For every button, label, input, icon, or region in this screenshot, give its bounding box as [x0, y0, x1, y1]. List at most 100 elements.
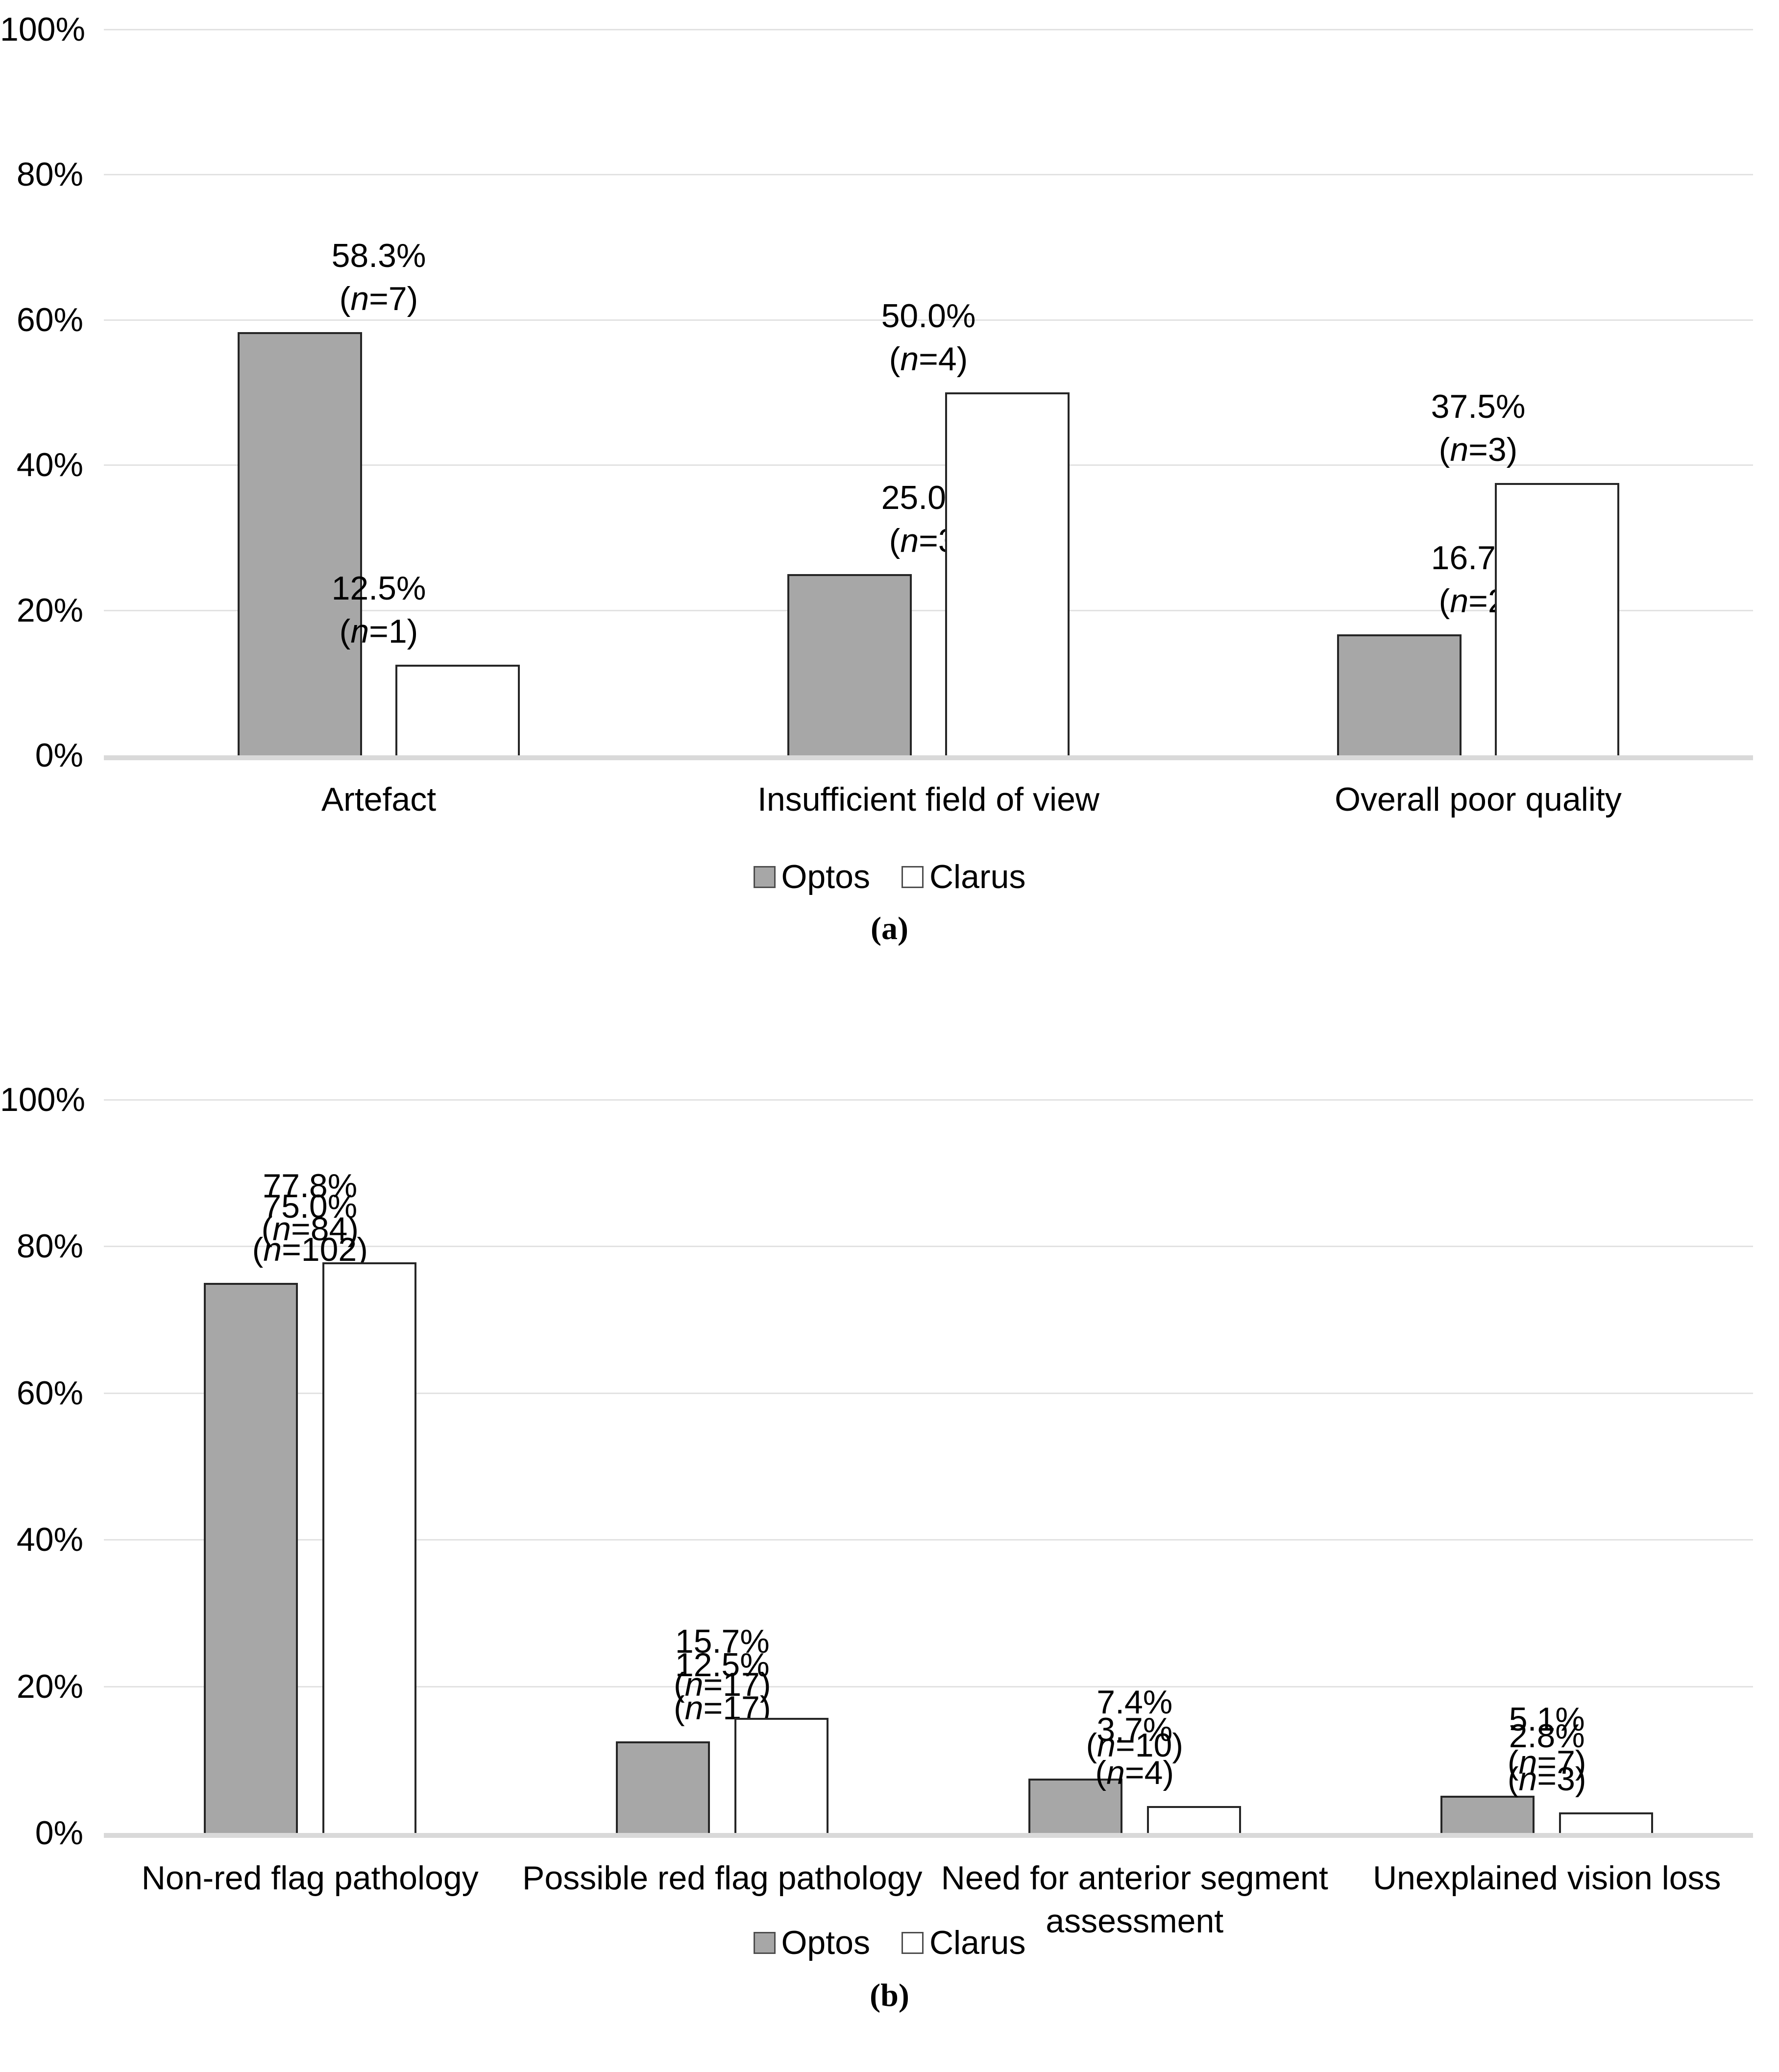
bar-value-label: 77.8% (n=84)	[153, 1164, 467, 1251]
category-label: Insufficient field of view	[654, 778, 1203, 821]
bar-optos	[787, 574, 912, 757]
category-label: Artefact	[104, 778, 654, 821]
bar-clarus	[1146, 1806, 1241, 1835]
gridline	[104, 1539, 1753, 1541]
legend: Optos Clarus	[0, 1921, 1779, 1964]
y-axis-tick-label: 60%	[16, 1374, 83, 1412]
bar-percent-label: 3.7%	[1097, 1711, 1173, 1748]
bar-percent-label: 15.7%	[675, 1622, 770, 1660]
gridline	[104, 1099, 1753, 1101]
y-axis-tick-label: 100%	[0, 1081, 85, 1118]
bar-value-label: 5.1% (n=7)	[1390, 1698, 1704, 1784]
y-axis-tick-label: 100%	[0, 11, 85, 48]
bar-n-label: (n=7)	[339, 280, 418, 317]
bar-n-label: (n=3)	[1507, 1760, 1586, 1798]
bar-percent-label: 2.8%	[1509, 1717, 1585, 1755]
bar-n-label: (n=102)	[252, 1231, 368, 1269]
bar-optos	[616, 1741, 710, 1835]
legend-label: Optos	[781, 858, 870, 895]
panel-caption-b: (b)	[870, 1977, 909, 2013]
bar-clarus	[1495, 483, 1619, 757]
bar-optos	[238, 332, 362, 757]
gridline	[104, 319, 1753, 321]
y-axis-tick-label: 40%	[16, 1521, 83, 1559]
gridline	[104, 174, 1753, 176]
bar-percent-label: 75.0%	[263, 1188, 358, 1226]
legend-swatch-optos-icon	[753, 1931, 776, 1954]
bar-clarus	[945, 392, 1070, 757]
bar-n-label: (n=84)	[261, 1210, 359, 1248]
bar-value-label: 75.0% (n=102)	[153, 1185, 467, 1271]
y-axis-tick-label: 0%	[35, 1814, 83, 1852]
y-axis-tick-label: 20%	[16, 591, 83, 629]
category-label: Need for anterior segment assessment	[928, 1856, 1341, 1943]
bar-value-label: 12.5% (n=1)	[222, 567, 536, 653]
bar-value-label: 2.8% (n=3)	[1390, 1714, 1704, 1801]
category-label: Unexplained vision loss	[1341, 1856, 1754, 1900]
legend-item-clarus: Clarus	[901, 858, 1026, 896]
bar-percent-label: 7.4%	[1097, 1684, 1173, 1721]
panel-caption-a: (a)	[871, 911, 908, 946]
bar-percent-label: 12.5%	[675, 1646, 770, 1684]
x-axis-line	[104, 755, 1753, 760]
bar-value-label: 50.0% (n=4)	[772, 294, 1085, 381]
bar-percent-label: 37.5%	[1431, 388, 1526, 426]
bar-clarus	[395, 664, 520, 757]
bar-optos	[1028, 1779, 1122, 1835]
category-label-line: assessment	[1046, 1903, 1224, 1940]
category-label-line: Possible red flag pathology	[522, 1859, 923, 1897]
y-axis-tick-label: 20%	[16, 1667, 83, 1705]
y-axis-tick-label: 60%	[16, 301, 83, 338]
bar-optos	[1440, 1795, 1535, 1835]
bar-optos	[1337, 634, 1462, 757]
bar-n-label: (n=7)	[1507, 1743, 1586, 1781]
category-label-line: Overall poor quality	[1335, 781, 1622, 818]
gridline	[104, 1686, 1753, 1687]
bar-value-label: 3.7% (n=4)	[978, 1708, 1292, 1794]
y-axis-tick-label: 0%	[35, 737, 83, 774]
gridline	[104, 464, 1753, 466]
category-label: Non-red flag pathology	[104, 1856, 516, 1900]
bar-n-label: (n=10)	[1086, 1727, 1183, 1764]
gridline	[104, 1392, 1753, 1394]
bar-clarus	[1559, 1812, 1654, 1835]
legend-swatch-optos-icon	[753, 866, 776, 888]
bar-n-label: (n=17)	[674, 1665, 771, 1703]
legend-item-optos: Optos	[753, 1924, 870, 1962]
gridline	[104, 609, 1753, 611]
bar-percent-label: 12.5%	[331, 569, 426, 607]
legend-item-optos: Optos	[753, 858, 870, 896]
legend-swatch-clarus-icon	[901, 866, 924, 888]
bar-value-label: 58.3% (n=7)	[222, 234, 536, 320]
y-axis-tick-label: 80%	[16, 1228, 83, 1265]
legend-label: Clarus	[929, 858, 1026, 895]
gridline	[104, 1246, 1753, 1248]
legend-swatch-clarus-icon	[901, 1931, 924, 1954]
category-label-line: Non-red flag pathology	[141, 1859, 479, 1897]
bar-percent-label: 50.0%	[881, 297, 976, 335]
bar-value-label: 15.7% (n=17)	[565, 1620, 879, 1706]
category-label: Possible red flag pathology	[516, 1856, 929, 1900]
category-label: Overall poor quality	[1203, 778, 1753, 821]
legend: Optos Clarus	[0, 855, 1779, 898]
category-label-line: Unexplained vision loss	[1372, 1859, 1721, 1897]
bar-clarus	[734, 1717, 829, 1835]
bar-value-label: 7.4% (n=10)	[978, 1681, 1292, 1767]
bar-percent-label: 77.8%	[263, 1167, 358, 1205]
x-axis-line	[104, 1833, 1753, 1838]
bar-n-label: (n=4)	[889, 340, 968, 378]
legend-label: Optos	[781, 1924, 870, 1961]
bar-optos	[203, 1283, 298, 1835]
y-axis-tick-label: 80%	[16, 156, 83, 193]
bar-percent-label: 5.1%	[1509, 1700, 1585, 1738]
bar-value-label: 37.5% (n=3)	[1321, 385, 1635, 471]
bar-n-label: (n=1)	[339, 612, 418, 650]
category-label-line: Insufficient field of view	[757, 781, 1099, 818]
category-label-line: Need for anterior segment	[941, 1859, 1328, 1897]
y-axis-tick-label: 40%	[16, 446, 83, 484]
legend-item-clarus: Clarus	[901, 1924, 1025, 1962]
bar-n-label: (n=4)	[1095, 1754, 1174, 1791]
category-label-line: Artefact	[321, 781, 437, 818]
gridline	[104, 29, 1753, 30]
